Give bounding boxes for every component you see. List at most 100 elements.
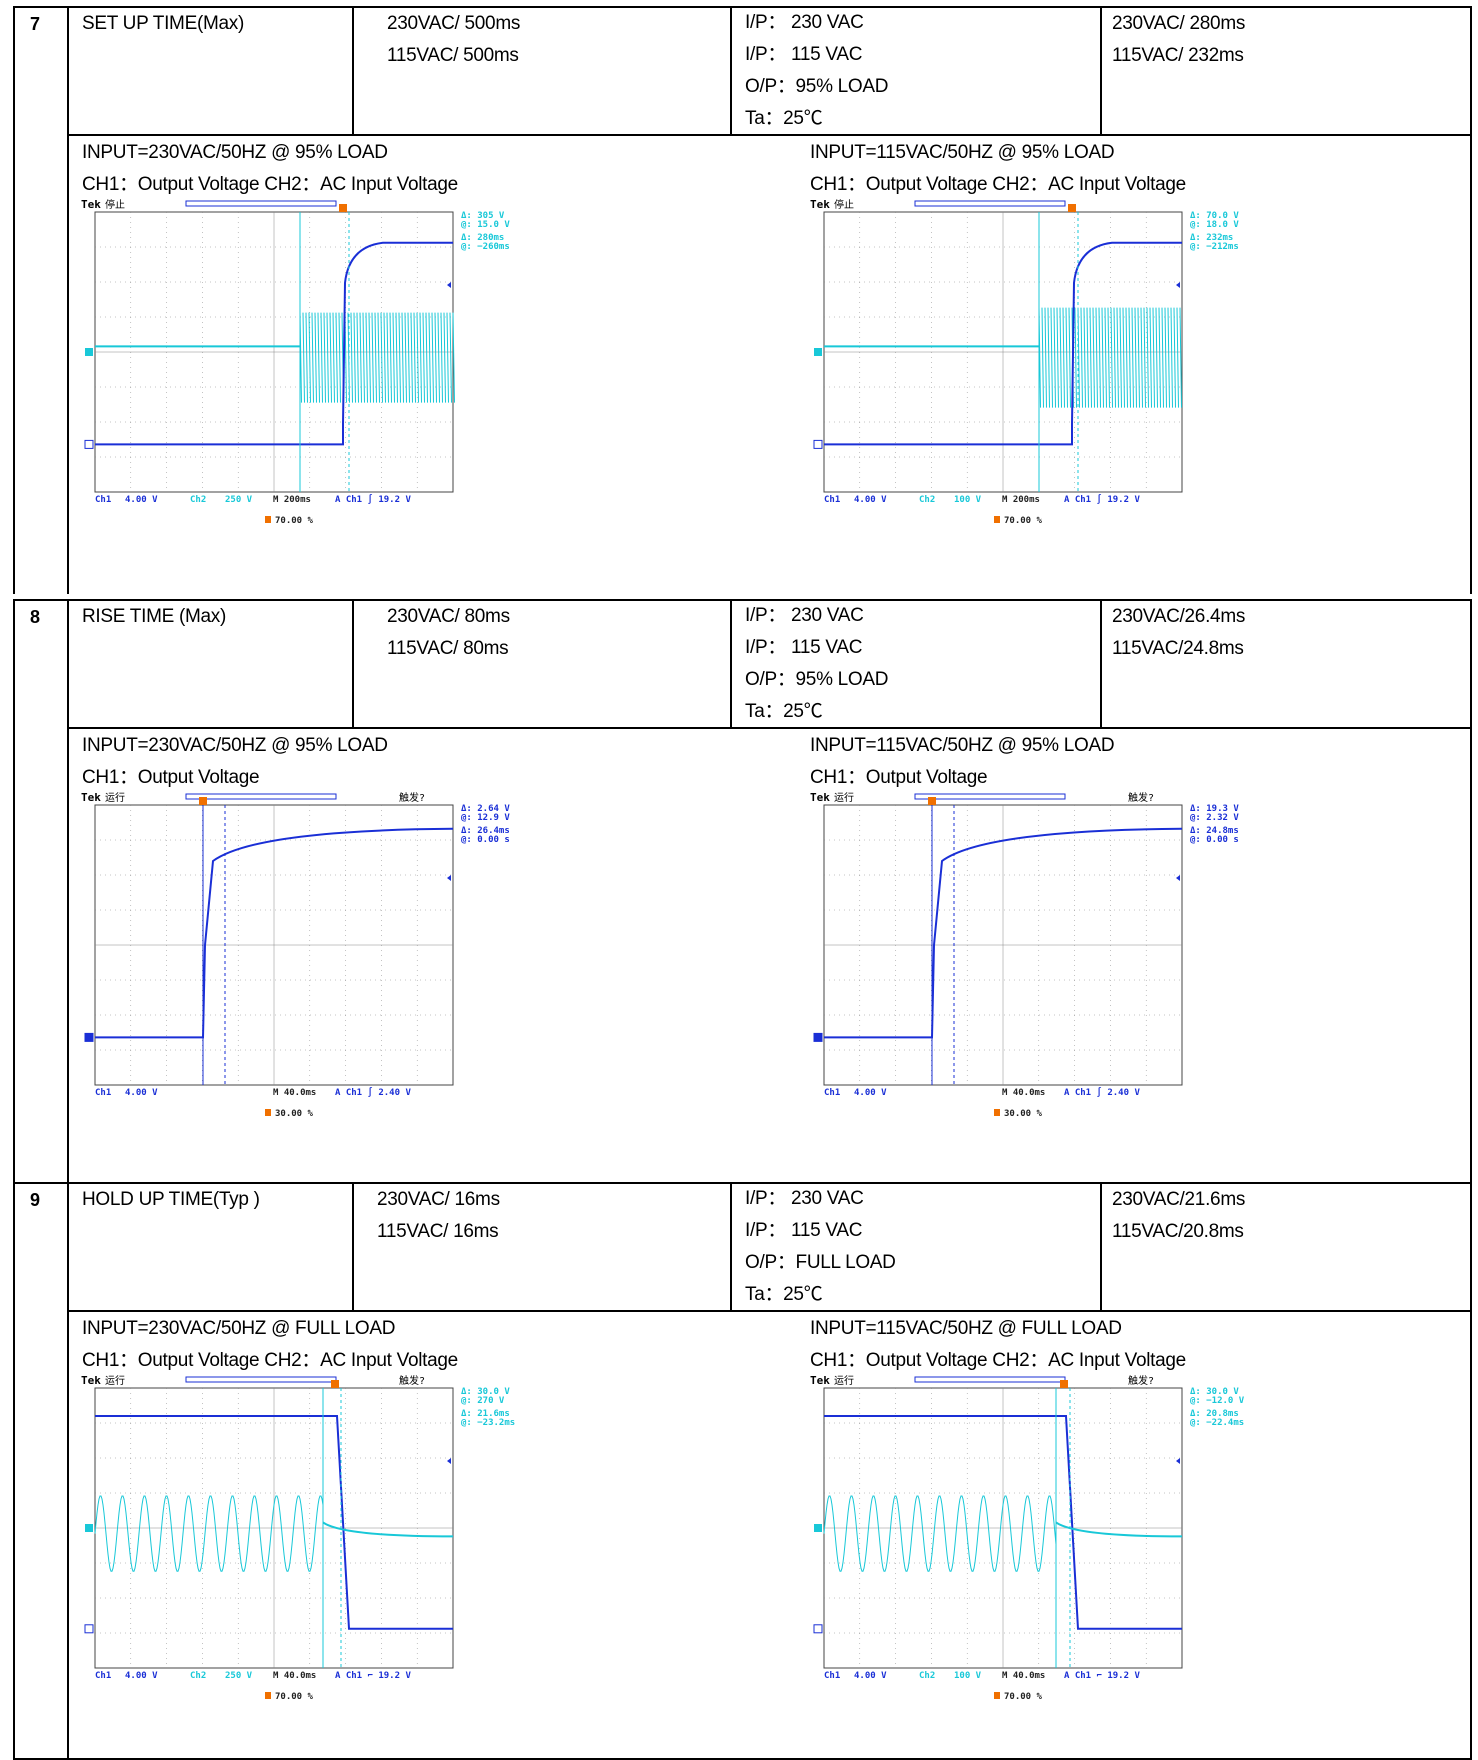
ch2-label: Ch2 [919,1671,935,1681]
table-border [67,6,69,594]
ch2-trace [823,1495,1057,1572]
ch2-decay [1055,1521,1183,1538]
test-condition: O/P：95% LOAD [745,76,889,97]
ch1-scale: 4.00 V [125,495,158,505]
trigger-setting: A Ch1 ∫ 2.40 V [1064,1087,1140,1098]
ch1-marker [813,439,823,449]
trigger-level-marker [447,1458,451,1464]
grid-lines [824,805,1182,1085]
table-border [13,599,15,1182]
item-number: 8 [30,607,40,627]
cursor-readout: Δ: 19.3 V [1190,804,1239,814]
cursor-readout: @: 18.0 V [1190,220,1239,230]
test-item-name: HOLD UP TIME(Typ ) [82,1189,260,1210]
record-bar [914,793,1066,800]
test-result: 230VAC/26.4ms [1112,606,1246,627]
tek-label: Tek [810,791,830,804]
ch2-marker [85,1524,93,1532]
waveforms [94,1388,454,1668]
scope-caption: INPUT=115VAC/50HZ @ 95% LOAD [810,735,1115,756]
test-condition: O/P：95% LOAD [745,669,889,690]
waveforms [95,212,455,492]
spec-value: 230VAC/ 80ms [387,606,510,627]
ch1-label: Ch1 [824,1088,840,1098]
table-border [67,599,69,1182]
test-condition: I/P： 230 VAC [745,605,864,626]
ch1-marker [84,439,94,449]
ch1-scale: 4.00 V [125,1671,158,1681]
ch1-scale: 4.00 V [854,1671,887,1681]
test-condition: I/P： 115 VAC [745,44,863,65]
table-border [67,727,1470,729]
cursor-readout: Δ: 30.0 V [1190,1387,1239,1397]
channel-legend: CH1：Output Voltage CH2：AC Input Voltage [82,174,458,195]
trigger-position: 30.00 % [1004,1109,1043,1119]
table-border [1470,599,1472,1182]
cursor-readout: @: 2.32 V [1190,813,1239,823]
table-border [13,6,15,594]
channel-legend: CH1：Output Voltage [810,767,988,788]
cursor-readout: Δ: 30.0 V [461,1387,510,1397]
trigger-level-marker [447,282,451,288]
cursor-readout: @: 12.9 V [461,813,510,823]
trigger-marker [928,797,936,805]
ch2-scale: 250 V [225,495,253,505]
test-condition: Ta：25℃ [745,108,823,129]
trigger-marker [339,204,347,212]
channel-legend: CH1：Output Voltage [82,767,260,788]
table-border [67,1182,69,1760]
test-item-name: SET UP TIME(Max) [82,13,245,34]
ch2-label: Ch2 [919,495,935,505]
trigger-setting: A Ch1 ∫ 19.2 V [1064,494,1140,505]
ch1-scale: 4.00 V [854,1088,887,1098]
cursor-readout: Δ: 305 V [461,211,505,221]
trigger-level-marker [1176,875,1180,881]
acq-state: 运行 [834,1374,854,1387]
trigger-position: 70.00 % [275,1692,314,1702]
channel-legend: CH1：Output Voltage CH2：AC Input Voltage [810,174,1186,195]
cursor-readout: Δ: 70.0 V [1190,211,1239,221]
test-result: 115VAC/20.8ms [1112,1221,1244,1242]
channel-legend: CH1：Output Voltage CH2：AC Input Voltage [82,1350,458,1371]
trigger-setting: A Ch1 ⌐ 19.2 V [335,1671,411,1681]
trigger-status: 触发? [399,1374,425,1387]
ch1-trace [95,827,454,1039]
channel-legend: CH1：Output Voltage CH2：AC Input Voltage [810,1350,1186,1371]
trigger-position: 70.00 % [1004,1692,1043,1702]
oscilloscope-capture: Tek 运行 触发? Δ: 30.0 V@: −12.0 V Δ: 20.8ms@: −… [810,1374,1245,1702]
trigger-marker [1068,204,1076,212]
trigger-marker [331,1380,339,1388]
trigger-status: 触发? [399,791,425,804]
trigger-level-marker [1176,282,1180,288]
timebase: M 40.0ms [273,1088,316,1098]
waveforms [824,212,1182,492]
ch2-label: Ch2 [190,1671,206,1681]
trigger-marker [1060,1380,1068,1388]
table-border [1100,6,1102,134]
trigger-pos-icon [265,1109,271,1116]
table-border [1100,599,1102,727]
trigger-pos-icon [994,1109,1000,1116]
oscilloscope-capture: Tek 运行 触发? Δ: 2.64 V@: 12.9 V Δ: 26.4ms@: 0.… [81,791,510,1119]
ch2-marker [814,1524,822,1532]
test-result: 115VAC/24.8ms [1112,638,1244,659]
spec-value: 230VAC/ 16ms [377,1189,500,1210]
trigger-status: 触发? [1128,1374,1154,1387]
scope-caption: INPUT=115VAC/50HZ @ 95% LOAD [810,142,1115,163]
ch1-label: Ch1 [95,1088,111,1098]
trigger-position: 70.00 % [1004,516,1043,526]
cursor-readout: @: −23.2ms [461,1418,515,1428]
ch1-scale: 4.00 V [125,1088,158,1098]
acq-state: 运行 [834,791,854,804]
trigger-position: 70.00 % [275,516,314,526]
cursor-readout: @: −12.0 V [1190,1396,1245,1406]
ch1-label: Ch1 [95,1671,111,1681]
cursor-readout: @: 15.0 V [461,220,510,230]
timebase: M 40.0ms [1002,1088,1045,1098]
ch1-trace [824,827,1183,1039]
ch2-ac-burst [299,312,455,403]
acq-state: 运行 [105,1374,125,1387]
item-number: 7 [30,14,40,34]
timebase: M 40.0ms [1002,1671,1045,1681]
